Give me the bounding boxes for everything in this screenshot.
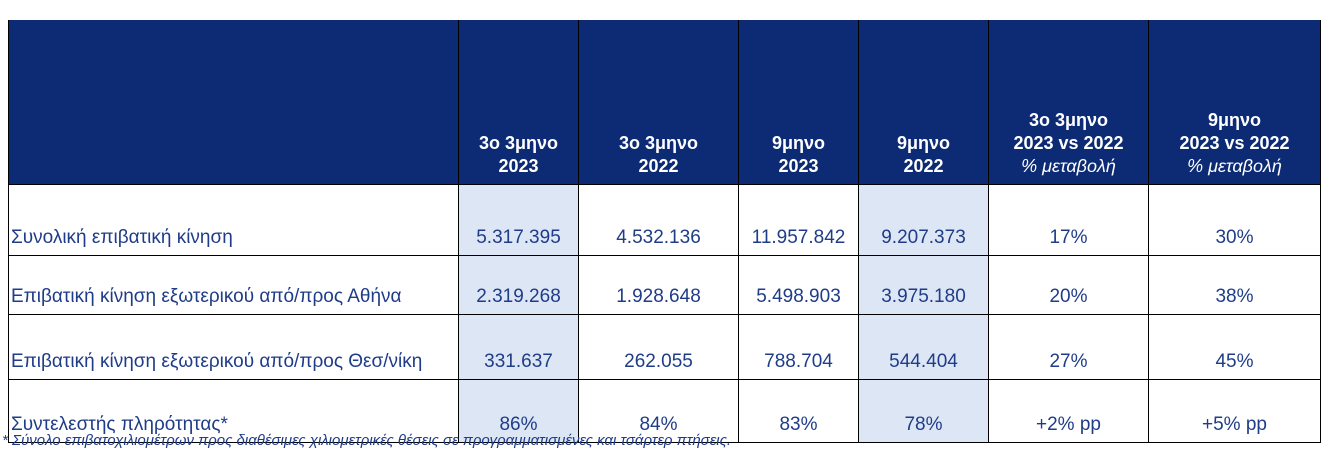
cell: +2% pp (988, 379, 1149, 443)
cell: +5% pp (1148, 379, 1321, 443)
cell: 20% (988, 255, 1149, 315)
table-row: Συντελεστής πληρότητας* 86% 84% 83% 78% +2% p… (8, 379, 1321, 443)
header-note: % μεταβολή (1021, 156, 1116, 176)
cell: 262.055 (578, 314, 739, 380)
column-header: 3ο 3μηνο 2022 (578, 20, 739, 185)
header-line: 3ο 3μηνο (478, 133, 559, 153)
row-label: Συντελεστής πληρότητας* (8, 379, 459, 443)
header-line: 2023 vs 2022 (1013, 133, 1124, 153)
column-header: 9μηνο 2022 (858, 20, 989, 185)
column-header: 9μηνο 2023 (738, 20, 859, 185)
header-line: 2022 (638, 156, 679, 176)
header-note: % μεταβολή (1187, 156, 1282, 176)
column-header: 9μηνο 2023 vs 2022 % μεταβολή (1148, 20, 1321, 185)
header-line: 9μηνο (771, 133, 826, 153)
header-line: 2023 (498, 156, 539, 176)
header-line: 2023 vs 2022 (1179, 133, 1290, 153)
header-line: 3ο 3μηνο (618, 133, 699, 153)
table-row: Συνολική επιβατική κίνηση 5.317.395 4.532.… (8, 184, 1321, 256)
header-blank (8, 20, 459, 185)
cell: 27% (988, 314, 1149, 380)
cell: 788.704 (738, 314, 859, 380)
row-label: Επιβατική κίνηση εξωτερικού από/προς Αθή… (8, 255, 459, 315)
traffic-table: 3ο 3μηνο 2023 3ο 3μηνο 2022 9μηνο 2023 9μηνο 20… (8, 20, 1321, 443)
cell: 78% (858, 379, 989, 443)
cell: 11.957.842 (738, 184, 859, 256)
header-line: 9μηνο (1207, 110, 1262, 130)
header-line: 9μηνο (896, 133, 951, 153)
column-header: 3ο 3μηνο 2023 (458, 20, 579, 185)
cell: 3.975.180 (858, 255, 989, 315)
column-header: 3ο 3μηνο 2023 vs 2022 % μεταβολή (988, 20, 1149, 185)
table-row: Επιβατική κίνηση εξωτερικού από/προς Θεσ… (8, 314, 1321, 380)
cell: 9.207.373 (858, 184, 989, 256)
header-line: 3ο 3μηνο (1028, 110, 1109, 130)
cell: 17% (988, 184, 1149, 256)
cell: 86% (458, 379, 579, 443)
header-line: 2023 (778, 156, 819, 176)
cell: 83% (738, 379, 859, 443)
cell: 5.498.903 (738, 255, 859, 315)
cell: 2.319.268 (458, 255, 579, 315)
cell: 45% (1148, 314, 1321, 380)
header-line: 2022 (903, 156, 944, 176)
cell: 84% (578, 379, 739, 443)
row-label: Συνολική επιβατική κίνηση (8, 184, 459, 256)
cell: 4.532.136 (578, 184, 739, 256)
footnote: * Σύνολο επιβατοχιλιομέτρων προς διαθέσι… (2, 432, 732, 449)
cell: 38% (1148, 255, 1321, 315)
cell: 5.317.395 (458, 184, 579, 256)
cell: 331.637 (458, 314, 579, 380)
table-row: Επιβατική κίνηση εξωτερικού από/προς Αθή… (8, 255, 1321, 315)
row-label: Επιβατική κίνηση εξωτερικού από/προς Θεσ… (8, 314, 459, 380)
cell: 30% (1148, 184, 1321, 256)
header-row: 3ο 3μηνο 2023 3ο 3μηνο 2022 9μηνο 2023 9μηνο 20… (8, 20, 1321, 185)
cell: 1.928.648 (578, 255, 739, 315)
cell: 544.404 (858, 314, 989, 380)
